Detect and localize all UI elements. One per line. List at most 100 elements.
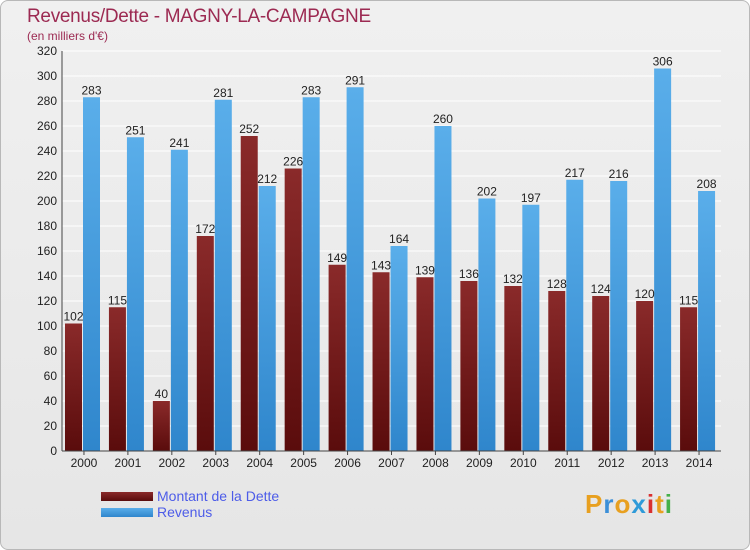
y-tick-label: 0 bbox=[50, 444, 57, 458]
bar-revenus bbox=[610, 181, 628, 451]
data-label-revenus: 251 bbox=[125, 123, 145, 137]
y-tick-label: 40 bbox=[44, 394, 58, 408]
x-tick-label: 2005 bbox=[290, 456, 317, 470]
logo-letter: i bbox=[664, 489, 673, 519]
x-tick-label: 2002 bbox=[158, 456, 185, 470]
x-tick-label: 2001 bbox=[115, 456, 142, 470]
y-tick-label: 240 bbox=[37, 144, 57, 158]
data-label-debt: 128 bbox=[547, 277, 567, 291]
logo-letter: i bbox=[646, 489, 656, 519]
data-label-revenus: 283 bbox=[81, 83, 101, 97]
bar-revenus bbox=[698, 191, 716, 451]
bar-revenus bbox=[83, 97, 100, 451]
bar-debt bbox=[680, 307, 698, 451]
bar-debt bbox=[284, 168, 302, 451]
data-label-revenus: 164 bbox=[389, 232, 409, 246]
y-tick-label: 180 bbox=[37, 219, 57, 233]
x-tick-label: 2010 bbox=[510, 456, 537, 470]
x-tick-label: 2000 bbox=[71, 456, 98, 470]
data-label-revenus: 208 bbox=[697, 177, 717, 191]
data-label-revenus: 216 bbox=[609, 167, 629, 181]
legend-item-revenus: Revenus bbox=[101, 504, 279, 520]
bar-revenus bbox=[434, 126, 452, 451]
bar-debt bbox=[372, 272, 390, 451]
y-tick-label: 60 bbox=[44, 369, 58, 383]
y-tick-label: 220 bbox=[37, 169, 57, 183]
data-label-revenus: 217 bbox=[565, 166, 585, 180]
bar-debt bbox=[108, 307, 126, 451]
y-tick-label: 120 bbox=[37, 294, 57, 308]
bar-revenus bbox=[302, 97, 320, 451]
bar-revenus bbox=[566, 179, 584, 451]
logo-letter: t bbox=[655, 489, 665, 519]
y-tick-label: 140 bbox=[37, 269, 57, 283]
data-label-debt: 149 bbox=[327, 251, 347, 265]
legend-swatch-debt bbox=[101, 491, 153, 501]
x-tick-label: 2009 bbox=[466, 456, 493, 470]
chart-subtitle: (en milliers d'€) bbox=[27, 29, 108, 43]
y-tick-label: 200 bbox=[37, 194, 57, 208]
logo-letter: P bbox=[585, 489, 604, 519]
x-tick-label: 2013 bbox=[642, 456, 669, 470]
bar-revenus bbox=[258, 186, 276, 451]
data-label-revenus: 281 bbox=[213, 86, 233, 100]
data-label-revenus: 291 bbox=[345, 73, 365, 87]
bar-revenus bbox=[654, 68, 672, 451]
y-tick-label: 300 bbox=[37, 69, 57, 83]
logo-letter: o bbox=[614, 489, 632, 519]
legend-label-revenus: Revenus bbox=[157, 504, 213, 520]
x-tick-label: 2012 bbox=[598, 456, 625, 470]
bar-revenus bbox=[126, 137, 144, 451]
bar-debt bbox=[636, 301, 654, 451]
y-tick-label: 100 bbox=[37, 319, 57, 333]
data-label-debt: 40 bbox=[155, 387, 169, 401]
data-label-debt: 120 bbox=[635, 287, 655, 301]
x-tick-label: 2014 bbox=[686, 456, 713, 470]
data-label-debt: 172 bbox=[195, 222, 215, 236]
bar-debt bbox=[152, 401, 170, 451]
data-label-debt: 115 bbox=[679, 293, 698, 307]
data-label-debt: 226 bbox=[283, 155, 303, 169]
y-tick-label: 20 bbox=[44, 419, 58, 433]
bar-revenus bbox=[522, 204, 540, 451]
data-label-debt: 143 bbox=[371, 258, 391, 272]
bar-debt bbox=[460, 281, 478, 451]
bar-debt bbox=[196, 236, 214, 451]
x-tick-label: 2011 bbox=[554, 456, 580, 470]
data-label-revenus: 283 bbox=[301, 83, 321, 97]
bar-revenus bbox=[170, 149, 188, 451]
bar-debt bbox=[328, 264, 346, 451]
bar-revenus bbox=[390, 246, 408, 451]
bar-debt bbox=[416, 277, 434, 451]
x-tick-label: 2008 bbox=[422, 456, 449, 470]
bar-debt bbox=[592, 296, 610, 451]
proxiti-logo: Proxiti bbox=[585, 489, 673, 520]
x-tick-label: 2004 bbox=[246, 456, 273, 470]
bar-revenus bbox=[478, 198, 496, 451]
bar-debt bbox=[65, 323, 82, 451]
y-tick-label: 280 bbox=[37, 94, 57, 108]
legend: Montant de la Dette Revenus bbox=[101, 488, 279, 520]
data-label-debt: 139 bbox=[415, 263, 435, 277]
y-tick-label: 160 bbox=[37, 244, 57, 258]
legend-item-debt: Montant de la Dette bbox=[101, 488, 279, 504]
data-label-debt: 132 bbox=[503, 272, 523, 286]
bar-revenus bbox=[346, 87, 364, 451]
bar-debt bbox=[240, 136, 258, 451]
logo-letter: x bbox=[631, 489, 647, 519]
x-tick-label: 2006 bbox=[334, 456, 361, 470]
bar-revenus bbox=[214, 99, 232, 451]
y-tick-label: 320 bbox=[37, 44, 57, 58]
logo-letter: r bbox=[603, 489, 615, 519]
y-tick-label: 80 bbox=[44, 344, 58, 358]
data-label-debt: 115 bbox=[108, 293, 127, 307]
bar-debt bbox=[504, 286, 522, 451]
data-label-revenus: 197 bbox=[521, 191, 541, 205]
data-label-revenus: 241 bbox=[169, 136, 189, 150]
data-label-debt: 252 bbox=[239, 122, 259, 136]
legend-swatch-revenus bbox=[101, 507, 153, 517]
legend-label-debt: Montant de la Dette bbox=[157, 488, 280, 504]
bar-debt bbox=[548, 291, 566, 451]
